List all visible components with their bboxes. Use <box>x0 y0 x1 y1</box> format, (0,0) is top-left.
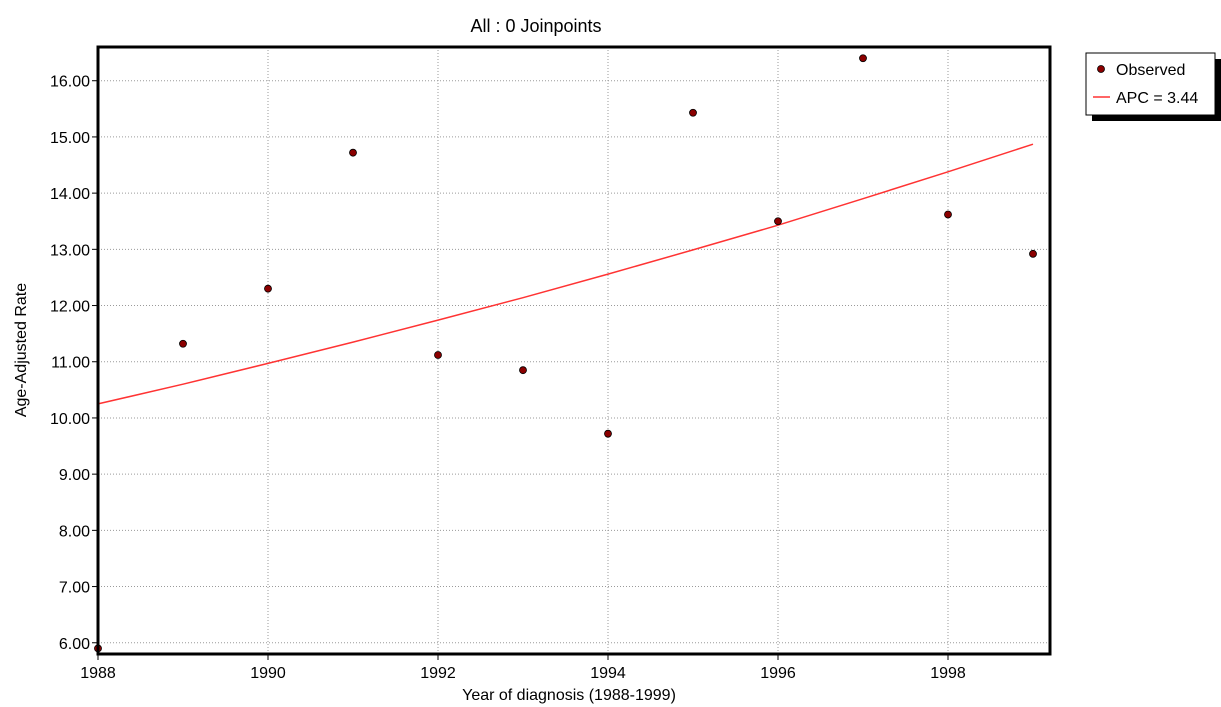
y-tick-label: 8.00 <box>59 523 90 540</box>
legend-fit-label: APC = 3.44 <box>1116 90 1198 107</box>
observed-point-1989 <box>179 339 187 348</box>
observed-point-1994 <box>604 429 612 438</box>
legend-observed-label: Observed <box>1116 62 1185 79</box>
y-tick-label: 15.00 <box>50 130 90 147</box>
y-tick-label: 16.00 <box>50 74 90 91</box>
x-tick-label: 1996 <box>760 665 796 682</box>
observed-points-layer <box>94 54 1037 653</box>
apc-fit-line <box>97 143 1034 405</box>
x-tick-label: 1994 <box>590 665 626 682</box>
x-axis-label: Year of diagnosis (1988-1999) <box>462 687 676 704</box>
y-tick-label: 12.00 <box>50 299 90 316</box>
chart-title: All : 0 Joinpoints <box>470 16 601 36</box>
observed-point-1995 <box>689 108 697 117</box>
y-tick-label: 6.00 <box>59 636 90 653</box>
grid-lines <box>97 47 1050 654</box>
legend: Observed APC = 3.44 <box>1085 52 1221 121</box>
x-tick-label: 1998 <box>930 665 966 682</box>
observed-point-1990 <box>264 284 272 293</box>
observed-point-1993 <box>519 366 527 375</box>
observed-point-1999 <box>1029 249 1037 258</box>
y-tick-label: 10.00 <box>50 411 90 428</box>
fit-line-layer <box>97 143 1034 405</box>
legend-box <box>1085 52 1216 116</box>
y-tick-label: 13.00 <box>50 242 90 259</box>
y-axis-label: Age-Adjusted Rate <box>13 283 30 417</box>
observed-point-1991 <box>349 148 357 157</box>
x-tick-label: 1992 <box>420 665 456 682</box>
x-tick-label: 1990 <box>250 665 286 682</box>
y-tick-label: 14.00 <box>50 186 90 203</box>
observed-point-1992 <box>434 351 442 359</box>
y-tick-label: 7.00 <box>59 580 90 597</box>
observed-point-1996 <box>774 217 782 226</box>
x-axis-ticks: 1988 1990 1992 1994 1996 1998 <box>80 654 966 682</box>
y-tick-label: 9.00 <box>59 467 90 484</box>
observed-point-1997 <box>859 54 867 63</box>
y-axis-ticks: 6.00 7.00 8.00 9.00 10.00 11.00 12.00 13.00 14.0… <box>50 74 98 653</box>
observed-point-1998 <box>944 210 952 219</box>
legend-observed-marker <box>1097 65 1105 73</box>
plot-frame <box>96 45 1052 656</box>
y-tick-label: 11.00 <box>51 355 90 372</box>
x-tick-label: 1988 <box>80 665 116 682</box>
